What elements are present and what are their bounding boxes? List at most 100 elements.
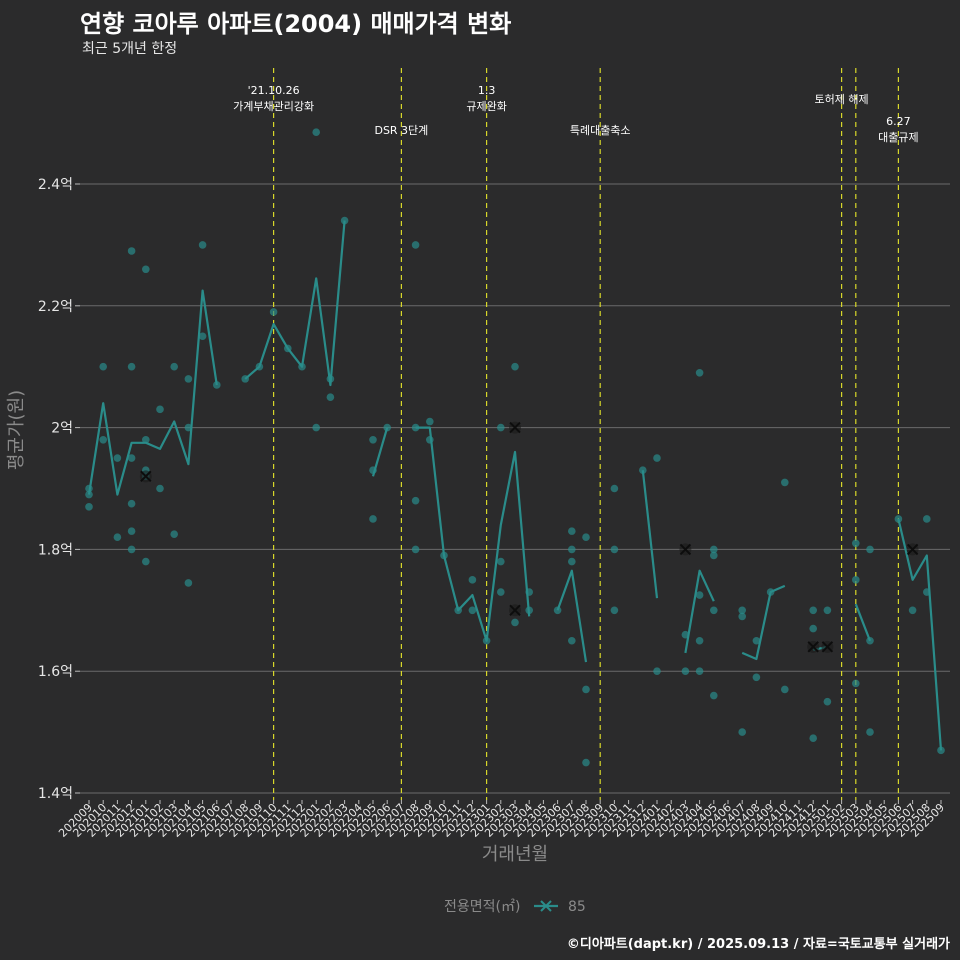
data-point <box>568 557 576 566</box>
data-point <box>213 381 221 389</box>
data-point <box>142 557 150 566</box>
cross-marker <box>509 604 521 617</box>
data-point <box>340 216 349 225</box>
policy-annotation: DSR 3단계 <box>374 124 428 137</box>
data-point <box>852 679 860 688</box>
cross-marker <box>807 641 819 653</box>
data-point <box>695 368 704 377</box>
data-point <box>156 484 164 493</box>
y-tick-label: 1.4억 <box>38 786 73 802</box>
data-point <box>411 545 420 554</box>
data-point <box>710 606 718 615</box>
highlight-markers <box>139 421 919 653</box>
y-axis-title: 평균가(원) <box>6 390 27 470</box>
series-line <box>415 426 531 642</box>
data-point <box>923 588 931 596</box>
data-point <box>156 405 164 414</box>
data-point <box>710 545 718 554</box>
data-point <box>312 423 321 432</box>
series-line <box>556 569 588 663</box>
data-point <box>582 758 590 767</box>
data-point <box>284 344 292 353</box>
data-point <box>568 545 576 554</box>
series-line <box>741 584 786 661</box>
data-point <box>809 734 817 742</box>
data-point <box>752 673 761 682</box>
data-point <box>511 618 519 627</box>
policy-annotation: 토허제 해제 <box>815 92 869 106</box>
data-point <box>582 685 590 694</box>
data-point <box>923 515 931 523</box>
data-point <box>411 423 420 432</box>
data-point <box>85 490 93 499</box>
data-point <box>809 624 817 633</box>
y-tick-label: 2억 <box>51 421 73 437</box>
data-point <box>255 362 264 371</box>
data-point <box>170 530 178 538</box>
data-point <box>653 454 661 462</box>
cross-marker <box>821 641 834 653</box>
series-lines <box>87 220 943 751</box>
data-point <box>511 362 519 371</box>
data-point <box>525 606 533 615</box>
policy-lines <box>273 68 900 800</box>
series-line <box>684 569 715 654</box>
data-point <box>781 685 789 694</box>
data-point <box>610 606 619 615</box>
data-point <box>411 496 420 505</box>
policy-annotation: 대출규제 <box>878 131 918 144</box>
data-point <box>85 484 93 493</box>
legend-title: 전용면적(㎡) <box>444 899 520 915</box>
data-point <box>738 606 746 615</box>
data-point <box>426 435 434 444</box>
data-point <box>411 241 420 249</box>
data-point <box>369 515 377 523</box>
data-point <box>695 636 704 645</box>
data-point <box>269 308 278 316</box>
data-point <box>184 375 193 383</box>
policy-annotation: 1.3 <box>478 84 496 97</box>
data-point <box>710 551 718 560</box>
legend-label: 85 <box>568 899 586 915</box>
data-point <box>497 588 505 596</box>
data-point <box>369 466 377 475</box>
data-point <box>454 606 463 615</box>
cross-marker <box>679 543 692 556</box>
data-point <box>766 588 775 596</box>
data-point <box>738 728 746 736</box>
data-point <box>113 454 122 462</box>
data-point <box>482 636 491 645</box>
chart-subtitle: 최근 5개년 한정 <box>82 41 178 57</box>
policy-annotation: '21.10.26 <box>248 84 300 97</box>
data-point <box>823 606 832 615</box>
data-point <box>142 265 150 274</box>
data-point <box>908 606 917 615</box>
data-point <box>525 588 533 596</box>
data-point <box>866 545 874 554</box>
data-point <box>468 576 477 584</box>
data-point <box>852 576 860 584</box>
data-point <box>198 241 207 249</box>
cross-marker <box>509 421 521 434</box>
data-point <box>497 557 505 566</box>
data-point <box>326 375 335 383</box>
data-point <box>695 667 704 675</box>
data-point <box>497 423 505 432</box>
data-point <box>127 499 136 508</box>
data-point <box>127 362 136 371</box>
cross-marker <box>906 543 919 556</box>
data-point <box>184 579 193 587</box>
series-line <box>854 603 872 642</box>
data-point <box>127 527 136 535</box>
series-line <box>87 289 218 496</box>
policy-annotation: 가계부채관리강화 <box>233 100 314 113</box>
data-point <box>582 533 590 542</box>
data-point <box>639 466 647 475</box>
data-point <box>468 606 477 615</box>
policy-annotation: 규제완화 <box>466 100 506 113</box>
data-point <box>781 478 789 487</box>
data-point <box>866 728 874 736</box>
data-point <box>610 545 619 554</box>
data-point <box>113 533 122 542</box>
